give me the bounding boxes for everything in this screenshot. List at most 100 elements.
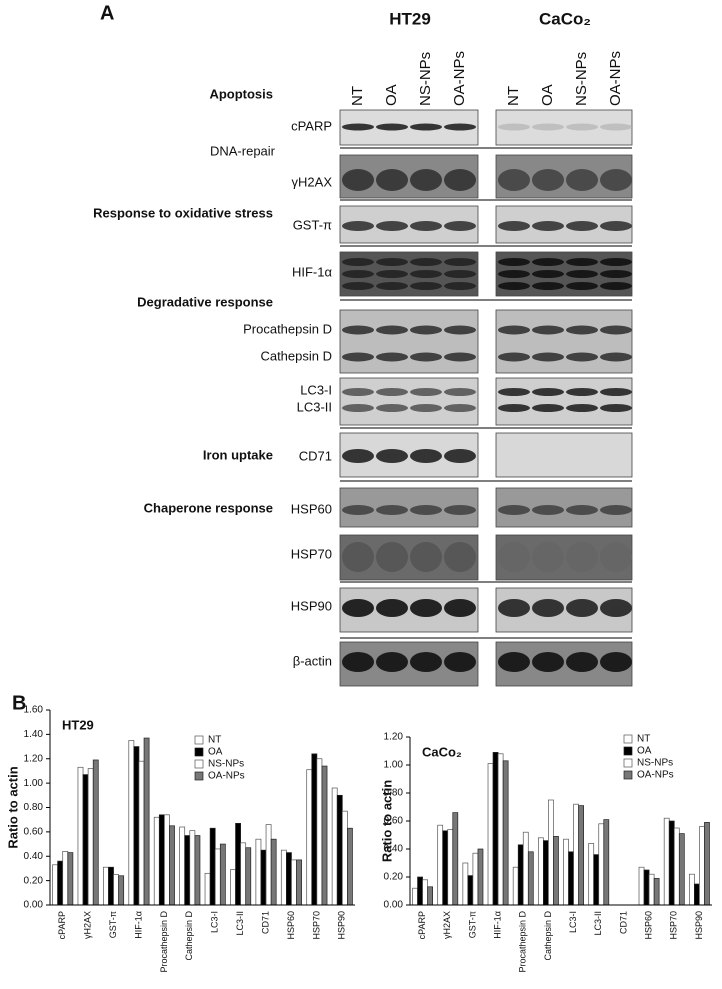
- x-tick-label: CD71: [260, 911, 270, 934]
- blot-band: [376, 258, 408, 266]
- bar: [643, 869, 650, 906]
- blot-label: Cathepsin D: [260, 348, 332, 363]
- blot-band: [410, 505, 442, 515]
- lane-label: OA: [383, 84, 400, 106]
- bar: [87, 768, 94, 906]
- category-label: Response to oxidative stress: [93, 205, 273, 220]
- bar: [62, 851, 69, 906]
- blot-band: [498, 505, 530, 515]
- cell-line: CaCo₂: [539, 9, 591, 28]
- blot-band: [376, 169, 408, 191]
- blot-label: HSP70: [291, 546, 332, 561]
- blot-band: [376, 505, 408, 515]
- legend-swatch: [623, 770, 633, 780]
- y-tick-label: 1.20: [24, 753, 44, 764]
- bar: [118, 875, 125, 906]
- x-tick-label: CD71: [618, 911, 628, 934]
- bar: [143, 737, 150, 906]
- blot-label: γH2AX: [292, 174, 333, 189]
- blot-band: [600, 169, 632, 191]
- blot-band: [566, 169, 598, 191]
- blot-band: [376, 282, 408, 290]
- bar: [77, 766, 84, 906]
- x-tick-label: LC3-II: [235, 911, 245, 936]
- legend-label: NS-NPs: [208, 759, 244, 770]
- legend-swatch: [194, 735, 204, 745]
- y-tick-label: 0.20: [384, 872, 404, 883]
- bar: [209, 827, 216, 906]
- x-tick-label: HSP70: [669, 911, 679, 940]
- bar: [184, 835, 191, 906]
- bar: [673, 827, 680, 906]
- blot-band: [444, 258, 476, 266]
- bar: [663, 817, 670, 906]
- blot-band: [410, 169, 442, 191]
- blot-band: [376, 404, 408, 412]
- panel-label: B: [12, 692, 26, 714]
- bar: [347, 827, 353, 906]
- bar: [57, 860, 64, 906]
- blot-image: [339, 377, 479, 426]
- bar: [543, 840, 549, 906]
- blot-band: [410, 282, 442, 290]
- lane-label: OA-NPs: [451, 51, 468, 106]
- y-tick-label: 0.20: [24, 875, 44, 886]
- blot-band: [566, 221, 598, 231]
- blot-band: [532, 388, 564, 396]
- bar: [52, 864, 58, 906]
- y-tick-label: 0.80: [384, 788, 404, 799]
- blot-band: [376, 270, 408, 278]
- blot-band: [532, 404, 564, 412]
- blot-band: [444, 542, 476, 572]
- bar: [568, 851, 574, 906]
- blot-band: [342, 652, 374, 672]
- bar: [422, 879, 428, 906]
- y-tick-label: 0.40: [384, 844, 404, 855]
- bar: [678, 833, 685, 906]
- bar: [537, 837, 544, 906]
- bar: [92, 759, 99, 906]
- blot-band: [498, 282, 530, 290]
- blot-band: [600, 325, 632, 335]
- blot-band: [600, 258, 632, 266]
- blot-band: [342, 221, 374, 231]
- blot-band: [376, 221, 408, 231]
- blot-image: [495, 432, 633, 478]
- lane-label: OA-NPs: [607, 51, 624, 106]
- blot-band: [532, 221, 564, 231]
- blot-band: [566, 388, 598, 396]
- bar: [427, 886, 434, 906]
- blot-band: [498, 404, 530, 412]
- blot-band: [410, 270, 442, 278]
- blot-band: [444, 169, 476, 191]
- y-tick-label: 0.40: [24, 851, 44, 862]
- chart-title: HT29: [62, 717, 94, 732]
- blot-band: [376, 449, 408, 463]
- bar: [593, 854, 600, 906]
- x-tick-label: Cathepsin D: [184, 911, 194, 961]
- bar: [512, 866, 519, 906]
- bar: [169, 825, 175, 906]
- blot-band: [498, 123, 530, 131]
- bar: [467, 875, 474, 906]
- blot-band: [600, 542, 632, 572]
- blot-band: [566, 282, 598, 290]
- blot-image: [495, 309, 633, 374]
- blot-band: [410, 599, 442, 617]
- legend-label: OA: [208, 747, 223, 758]
- blot-band: [498, 221, 530, 231]
- x-tick-label: LC3-I: [568, 911, 578, 933]
- blot-band: [342, 404, 374, 412]
- bar: [517, 844, 524, 906]
- bar: [563, 838, 569, 906]
- x-tick-label: HIF-1α: [492, 911, 502, 939]
- bar: [688, 873, 695, 906]
- bar: [477, 848, 484, 906]
- bar: [113, 874, 119, 906]
- blot-band: [410, 542, 442, 572]
- bar: [230, 869, 236, 906]
- bar: [447, 829, 454, 906]
- category-label: Degradative response: [137, 294, 273, 309]
- bar: [82, 774, 89, 906]
